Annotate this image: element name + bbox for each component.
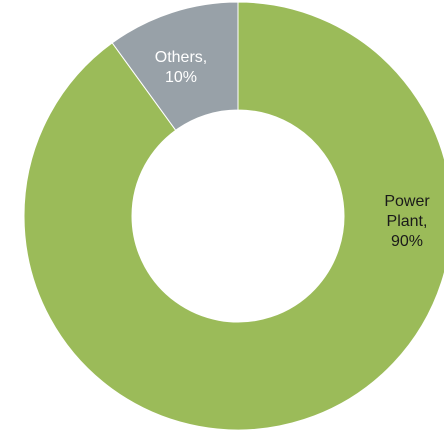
slice-label-others: Others, 10% <box>154 49 208 86</box>
slice-power-plant <box>23 1 444 431</box>
slice-others <box>111 1 239 131</box>
slice-label-power-plant: Power Plant, 90% <box>384 193 430 250</box>
